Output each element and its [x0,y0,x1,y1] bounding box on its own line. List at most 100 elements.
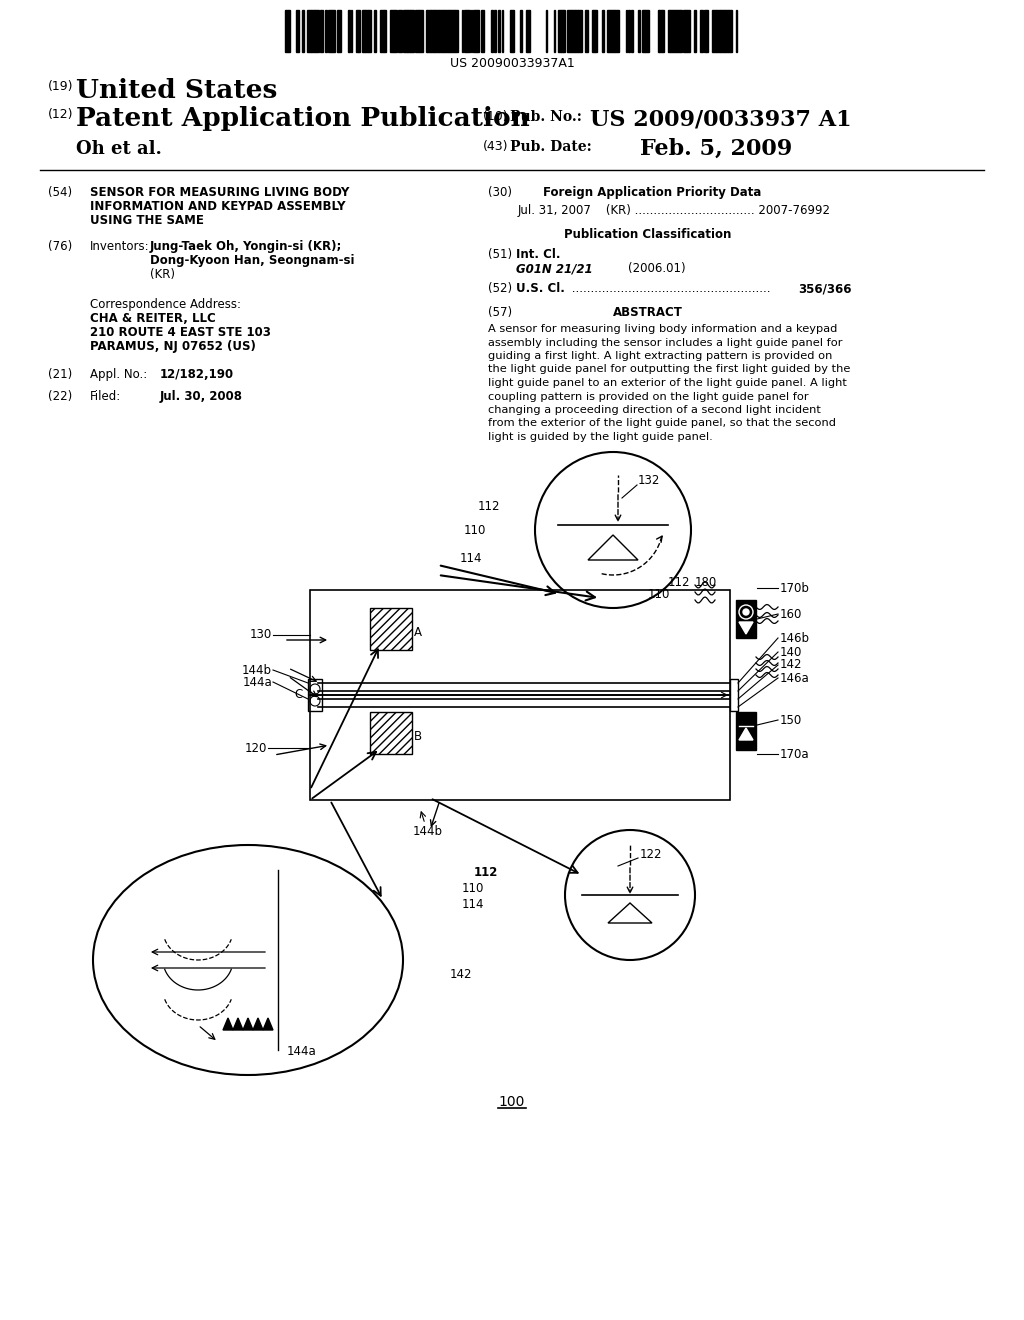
Bar [659,11,662,51]
Text: A: A [414,626,422,639]
Text: (54): (54) [48,186,72,199]
Text: Pub. No.:: Pub. No.: [510,110,582,124]
Bar [526,11,530,51]
Bar [310,590,730,696]
Bar [670,11,673,51]
Bar [705,11,706,51]
Bar [325,11,327,51]
Text: Correspondence Address:: Correspondence Address: [90,298,241,312]
Text: 180: 180 [695,577,717,590]
Bar [725,11,728,51]
Text: CHA & REITER, LLC: CHA & REITER, LLC [90,312,216,325]
Bar [638,11,640,51]
Text: 142: 142 [780,659,803,672]
Bar [473,11,477,51]
Bar [687,11,690,51]
Bar [716,11,720,51]
Text: (19): (19) [48,81,74,92]
Bar [668,11,670,51]
Polygon shape [739,729,753,741]
Bar [662,11,664,51]
Text: G01N 21/21: G01N 21/21 [516,261,593,275]
Text: 100: 100 [499,1096,525,1109]
Bar [567,11,571,51]
Text: A sensor for measuring living body information and a keypad: A sensor for measuring living body infor… [488,323,838,334]
Text: (43): (43) [483,140,509,153]
Bar [571,11,575,51]
Text: the light guide panel for outputting the first light guided by the: the light guide panel for outputting the… [488,364,850,375]
Text: 144b: 144b [242,664,272,676]
Text: 114: 114 [460,552,482,565]
Text: ABSTRACT: ABSTRACT [613,306,683,319]
Text: Feb. 5, 2009: Feb. 5, 2009 [640,139,793,160]
Bar [680,11,682,51]
Text: (21): (21) [48,368,73,381]
Bar [403,11,406,51]
Text: (51): (51) [488,248,512,261]
Text: Oh et al.: Oh et al. [76,140,162,158]
Text: Pub. Date:: Pub. Date: [510,140,592,154]
Text: 142: 142 [450,969,472,982]
Bar [406,11,407,51]
Text: 170b: 170b [780,582,810,594]
Text: 146a: 146a [780,672,810,685]
Text: US 20090033937A1: US 20090033937A1 [450,57,574,70]
Bar [595,11,597,51]
Bar [510,11,514,51]
Bar [338,11,341,51]
Text: Filed:: Filed: [90,389,121,403]
Bar [685,11,687,51]
Text: 144b: 144b [413,825,443,838]
Bar [558,11,561,51]
Bar [310,696,730,800]
Text: Int. Cl.: Int. Cl. [516,248,560,261]
Bar [520,11,522,51]
Bar [498,11,500,51]
Bar [613,11,615,51]
Bar [683,11,685,51]
Bar [411,11,413,51]
Bar [713,11,716,51]
Text: Patent Application Publication: Patent Application Publication [76,106,529,131]
Bar [592,11,594,51]
Text: (2006.01): (2006.01) [628,261,686,275]
Bar [647,11,649,51]
Polygon shape [243,1018,253,1030]
Polygon shape [739,622,753,634]
Bar [585,11,588,51]
Bar [356,11,358,51]
Bar [427,11,431,51]
Bar [368,11,371,51]
Polygon shape [223,1018,233,1030]
Bar [315,11,319,51]
Bar [362,11,365,51]
Bar [728,11,732,51]
Bar [602,11,604,51]
Text: changing a proceeding direction of a second light incident: changing a proceeding direction of a sec… [488,405,821,414]
Bar [494,11,496,51]
Bar [642,11,644,51]
Bar [561,11,563,51]
Text: PARAMUS, NJ 07652 (US): PARAMUS, NJ 07652 (US) [90,341,256,352]
Bar [370,609,412,649]
Bar [721,11,724,51]
Bar [645,11,647,51]
Text: USING THE SAME: USING THE SAME [90,214,204,227]
Bar [370,711,412,754]
Bar [288,11,290,51]
Text: 110: 110 [648,587,671,601]
Text: 12/182,190: 12/182,190 [160,368,234,381]
Text: U.S. Cl.: U.S. Cl. [516,282,565,294]
Circle shape [743,609,749,615]
Text: 160: 160 [780,607,803,620]
Bar [380,11,384,51]
Bar [464,11,466,51]
Text: 120: 120 [245,742,267,755]
Text: (30): (30) [488,186,512,199]
Text: Jul. 30, 2008: Jul. 30, 2008 [160,389,243,403]
Bar [384,11,386,51]
Text: Jung-Taek Oh, Yongin-si (KR);: Jung-Taek Oh, Yongin-si (KR); [150,240,342,253]
Bar [631,11,633,51]
Bar [615,11,618,51]
Text: Jul. 31, 2007    (KR) ................................ 2007-76992: Jul. 31, 2007 (KR) .....................… [518,205,831,216]
